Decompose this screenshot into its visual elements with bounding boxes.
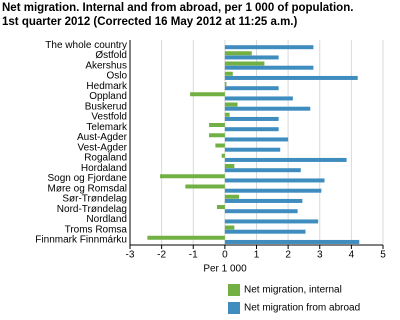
y-tick-label: Rogaland: [84, 153, 127, 164]
y-tick-label: Vestfold: [91, 112, 127, 123]
bar: [224, 116, 279, 121]
bar: [224, 137, 289, 142]
bar: [224, 86, 279, 91]
legend-swatch: [228, 302, 240, 314]
bar: [224, 164, 235, 168]
y-tick-label: The whole country: [45, 40, 127, 51]
y-tick-label: Buskerud: [85, 101, 127, 112]
y-tick-label: Nordland: [86, 214, 127, 225]
bar: [224, 55, 279, 60]
bar: [209, 133, 225, 138]
y-tick-label: Aust-Agder: [77, 132, 128, 143]
bar: [224, 209, 298, 214]
y-tick-label: Nord-Trøndelag: [57, 204, 127, 215]
bar: [224, 157, 347, 162]
bar: [224, 112, 230, 117]
y-tick-label: Akershus: [85, 60, 127, 71]
bar: [147, 235, 225, 240]
bar: [224, 65, 314, 70]
bar: [224, 71, 233, 76]
bar: [224, 51, 252, 56]
bar: [224, 225, 235, 230]
bar: [221, 153, 225, 158]
bar: [215, 143, 225, 148]
bar: [224, 147, 281, 152]
bar: [185, 184, 225, 189]
bar: [224, 168, 301, 173]
y-tick-label: Oppland: [89, 91, 127, 102]
y-tick-label: Østfold: [95, 50, 127, 61]
chart-title: Net migration. Internal and from abroad,…: [2, 2, 353, 14]
legend-swatch: [228, 284, 240, 296]
chart-subtitle: 1st quarter 2012 (Corrected 16 May 2012 …: [2, 16, 297, 28]
legend-label: Net migration from abroad: [244, 303, 360, 314]
bar: [224, 239, 360, 244]
bar: [224, 194, 240, 199]
y-tick-label: Sogn og Fjordane: [47, 173, 127, 184]
y-tick-label: Hedmark: [86, 81, 128, 92]
bar: [224, 127, 279, 132]
x-tick-label: 3: [317, 250, 323, 261]
y-tick-label: Telemark: [86, 122, 128, 133]
bar: [224, 61, 265, 66]
x-tick-label: -2: [157, 250, 166, 261]
bar: [224, 102, 238, 107]
bar: [190, 92, 225, 97]
bar: [160, 174, 225, 179]
x-tick-label: 1: [254, 250, 260, 261]
bar: [224, 188, 322, 193]
bar: [224, 106, 311, 111]
y-tick-label: Sør-Trøndelag: [62, 194, 127, 205]
x-axis-label: Per 1 000: [203, 264, 247, 275]
bar: [224, 75, 358, 80]
bar: [224, 178, 325, 183]
x-tick-label: -3: [126, 250, 135, 261]
bar: [224, 82, 227, 86]
bar: [224, 198, 303, 203]
bar: [216, 205, 225, 209]
x-tick-label: 4: [349, 250, 355, 261]
bar: [224, 45, 314, 50]
bar: [224, 219, 319, 224]
y-tick-label: Oslo: [106, 71, 127, 82]
x-tick-label: -1: [189, 250, 198, 261]
y-tick-label: Møre og Romsdal: [48, 183, 127, 194]
x-tick-label: 0: [222, 250, 228, 261]
legend-label: Net migration, internal: [244, 285, 342, 296]
bar: [224, 229, 306, 234]
y-tick-label: Vest-Agder: [78, 142, 128, 153]
y-tick-label: Hordaland: [81, 163, 127, 174]
bar: [224, 96, 293, 101]
y-tick-label: Finnmark Finnmárku: [35, 235, 127, 246]
x-tick-label: 5: [380, 250, 386, 261]
bar: [209, 123, 225, 127]
x-tick-label: 2: [285, 250, 291, 261]
y-tick-label: Troms Romsa: [65, 224, 128, 235]
